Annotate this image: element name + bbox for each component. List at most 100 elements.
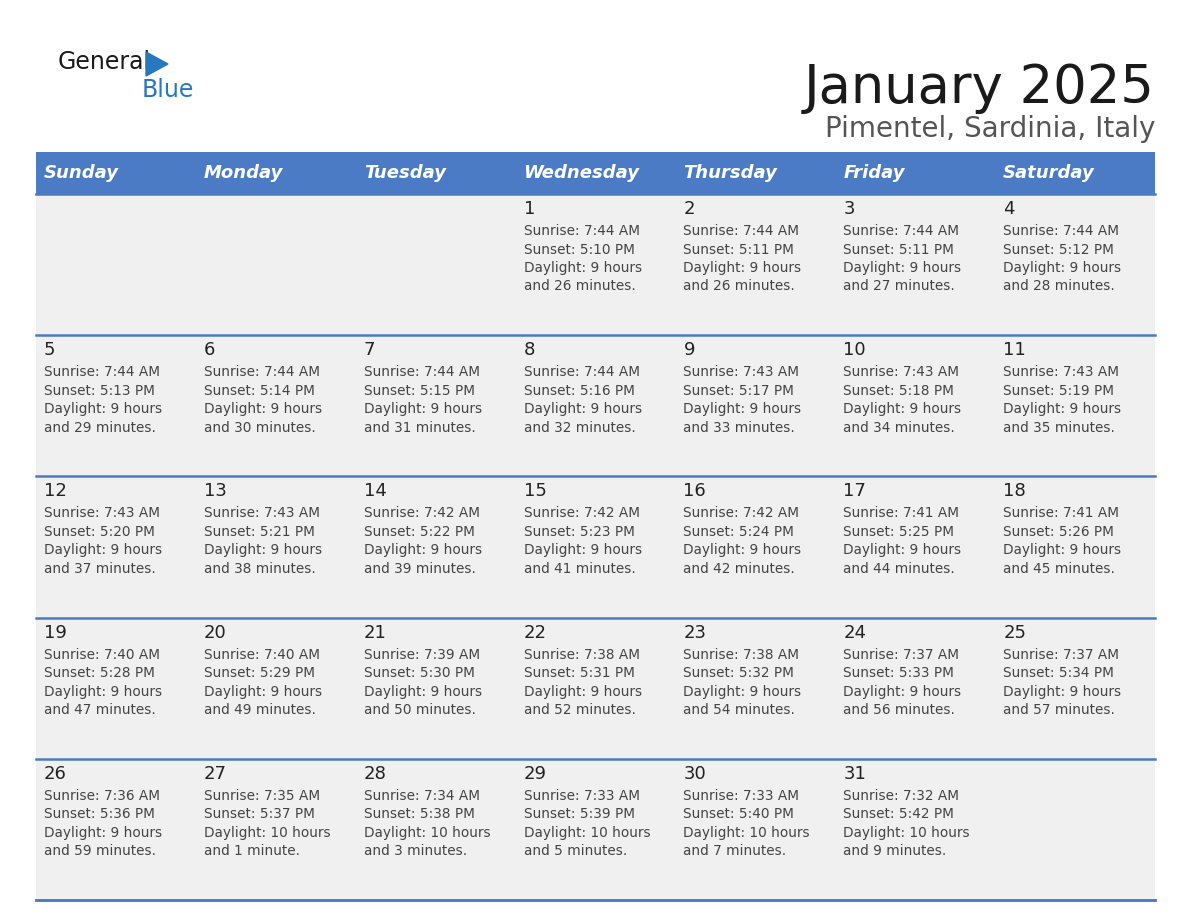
Bar bbox=[516, 618, 676, 759]
Text: and 33 minutes.: and 33 minutes. bbox=[683, 420, 795, 435]
Text: Sunset: 5:12 PM: Sunset: 5:12 PM bbox=[1003, 242, 1114, 256]
Text: Sunrise: 7:44 AM: Sunrise: 7:44 AM bbox=[524, 365, 639, 379]
Text: Sunrise: 7:44 AM: Sunrise: 7:44 AM bbox=[1003, 224, 1119, 238]
Text: Daylight: 9 hours: Daylight: 9 hours bbox=[44, 543, 162, 557]
Bar bbox=[196, 476, 355, 618]
Text: 20: 20 bbox=[204, 623, 227, 642]
Text: Daylight: 9 hours: Daylight: 9 hours bbox=[683, 261, 802, 275]
Text: Daylight: 9 hours: Daylight: 9 hours bbox=[524, 261, 642, 275]
Bar bbox=[516, 476, 676, 618]
Bar bbox=[36, 476, 196, 618]
Text: and 45 minutes.: and 45 minutes. bbox=[1003, 562, 1116, 576]
Text: Sunday: Sunday bbox=[44, 164, 119, 182]
Text: Daylight: 9 hours: Daylight: 9 hours bbox=[364, 685, 482, 699]
Bar bbox=[835, 194, 996, 335]
Text: Daylight: 10 hours: Daylight: 10 hours bbox=[683, 826, 810, 840]
Text: Sunset: 5:22 PM: Sunset: 5:22 PM bbox=[364, 525, 474, 539]
Text: Daylight: 9 hours: Daylight: 9 hours bbox=[843, 402, 961, 416]
Text: Daylight: 9 hours: Daylight: 9 hours bbox=[843, 685, 961, 699]
Text: and 42 minutes.: and 42 minutes. bbox=[683, 562, 795, 576]
Text: Sunset: 5:10 PM: Sunset: 5:10 PM bbox=[524, 242, 634, 256]
Text: 31: 31 bbox=[843, 765, 866, 783]
Bar bbox=[996, 618, 1155, 759]
Text: and 47 minutes.: and 47 minutes. bbox=[44, 703, 156, 717]
Text: Sunset: 5:24 PM: Sunset: 5:24 PM bbox=[683, 525, 795, 539]
Text: Sunrise: 7:44 AM: Sunrise: 7:44 AM bbox=[44, 365, 160, 379]
Text: Sunset: 5:36 PM: Sunset: 5:36 PM bbox=[44, 807, 154, 822]
Text: and 27 minutes.: and 27 minutes. bbox=[843, 279, 955, 294]
Text: 2: 2 bbox=[683, 200, 695, 218]
Text: Sunset: 5:11 PM: Sunset: 5:11 PM bbox=[683, 242, 795, 256]
Text: 14: 14 bbox=[364, 482, 386, 500]
Text: Friday: Friday bbox=[843, 164, 905, 182]
Bar bbox=[36, 759, 196, 900]
Text: and 39 minutes.: and 39 minutes. bbox=[364, 562, 475, 576]
Text: Daylight: 9 hours: Daylight: 9 hours bbox=[44, 402, 162, 416]
Text: Sunset: 5:33 PM: Sunset: 5:33 PM bbox=[843, 666, 954, 680]
Text: Sunrise: 7:40 AM: Sunrise: 7:40 AM bbox=[204, 647, 320, 662]
Text: Sunrise: 7:38 AM: Sunrise: 7:38 AM bbox=[524, 647, 639, 662]
Bar bbox=[996, 759, 1155, 900]
Text: Daylight: 9 hours: Daylight: 9 hours bbox=[683, 402, 802, 416]
Bar bbox=[996, 335, 1155, 476]
Text: Sunset: 5:19 PM: Sunset: 5:19 PM bbox=[1003, 384, 1114, 397]
Text: Sunset: 5:40 PM: Sunset: 5:40 PM bbox=[683, 807, 795, 822]
Bar bbox=[36, 618, 196, 759]
Text: and 59 minutes.: and 59 minutes. bbox=[44, 845, 156, 858]
Text: Daylight: 9 hours: Daylight: 9 hours bbox=[204, 402, 322, 416]
Text: Sunrise: 7:37 AM: Sunrise: 7:37 AM bbox=[1003, 647, 1119, 662]
Text: 28: 28 bbox=[364, 765, 386, 783]
Text: Sunset: 5:16 PM: Sunset: 5:16 PM bbox=[524, 384, 634, 397]
Text: Saturday: Saturday bbox=[1003, 164, 1095, 182]
Text: Sunrise: 7:39 AM: Sunrise: 7:39 AM bbox=[364, 647, 480, 662]
Text: General: General bbox=[58, 50, 151, 74]
Bar bbox=[676, 335, 835, 476]
Text: and 35 minutes.: and 35 minutes. bbox=[1003, 420, 1116, 435]
Text: 22: 22 bbox=[524, 623, 546, 642]
Text: Sunrise: 7:44 AM: Sunrise: 7:44 AM bbox=[204, 365, 320, 379]
Bar bbox=[196, 618, 355, 759]
Text: Sunrise: 7:34 AM: Sunrise: 7:34 AM bbox=[364, 789, 480, 803]
Text: and 28 minutes.: and 28 minutes. bbox=[1003, 279, 1114, 294]
Text: Daylight: 9 hours: Daylight: 9 hours bbox=[1003, 402, 1121, 416]
Text: Sunset: 5:18 PM: Sunset: 5:18 PM bbox=[843, 384, 954, 397]
Text: Sunrise: 7:42 AM: Sunrise: 7:42 AM bbox=[524, 507, 639, 521]
Text: Sunrise: 7:37 AM: Sunrise: 7:37 AM bbox=[843, 647, 959, 662]
Text: Sunset: 5:14 PM: Sunset: 5:14 PM bbox=[204, 384, 315, 397]
Polygon shape bbox=[146, 52, 168, 76]
Text: Sunrise: 7:43 AM: Sunrise: 7:43 AM bbox=[1003, 365, 1119, 379]
Text: 23: 23 bbox=[683, 623, 707, 642]
Text: Sunrise: 7:44 AM: Sunrise: 7:44 AM bbox=[843, 224, 959, 238]
Text: 19: 19 bbox=[44, 623, 67, 642]
Text: Sunset: 5:32 PM: Sunset: 5:32 PM bbox=[683, 666, 795, 680]
Text: 6: 6 bbox=[204, 341, 215, 359]
Text: 7: 7 bbox=[364, 341, 375, 359]
Text: Sunrise: 7:35 AM: Sunrise: 7:35 AM bbox=[204, 789, 320, 803]
Text: Sunset: 5:39 PM: Sunset: 5:39 PM bbox=[524, 807, 634, 822]
Text: Daylight: 9 hours: Daylight: 9 hours bbox=[683, 543, 802, 557]
Text: Monday: Monday bbox=[204, 164, 283, 182]
Text: Sunrise: 7:40 AM: Sunrise: 7:40 AM bbox=[44, 647, 160, 662]
Text: and 38 minutes.: and 38 minutes. bbox=[204, 562, 316, 576]
Text: Daylight: 10 hours: Daylight: 10 hours bbox=[524, 826, 650, 840]
Text: 15: 15 bbox=[524, 482, 546, 500]
Text: Sunset: 5:31 PM: Sunset: 5:31 PM bbox=[524, 666, 634, 680]
Text: Sunrise: 7:44 AM: Sunrise: 7:44 AM bbox=[364, 365, 480, 379]
Text: Daylight: 9 hours: Daylight: 9 hours bbox=[683, 685, 802, 699]
Text: 12: 12 bbox=[44, 482, 67, 500]
Text: Sunset: 5:21 PM: Sunset: 5:21 PM bbox=[204, 525, 315, 539]
Bar bbox=[676, 476, 835, 618]
Text: Sunrise: 7:32 AM: Sunrise: 7:32 AM bbox=[843, 789, 959, 803]
Text: and 26 minutes.: and 26 minutes. bbox=[524, 279, 636, 294]
Text: Sunset: 5:34 PM: Sunset: 5:34 PM bbox=[1003, 666, 1114, 680]
Text: Daylight: 9 hours: Daylight: 9 hours bbox=[524, 402, 642, 416]
Text: Sunrise: 7:42 AM: Sunrise: 7:42 AM bbox=[683, 507, 800, 521]
Bar bbox=[835, 759, 996, 900]
Text: Sunset: 5:15 PM: Sunset: 5:15 PM bbox=[364, 384, 475, 397]
Text: 18: 18 bbox=[1003, 482, 1026, 500]
Text: and 26 minutes.: and 26 minutes. bbox=[683, 279, 795, 294]
Text: 17: 17 bbox=[843, 482, 866, 500]
Text: Sunset: 5:17 PM: Sunset: 5:17 PM bbox=[683, 384, 795, 397]
Text: 8: 8 bbox=[524, 341, 535, 359]
Text: January 2025: January 2025 bbox=[804, 62, 1155, 114]
